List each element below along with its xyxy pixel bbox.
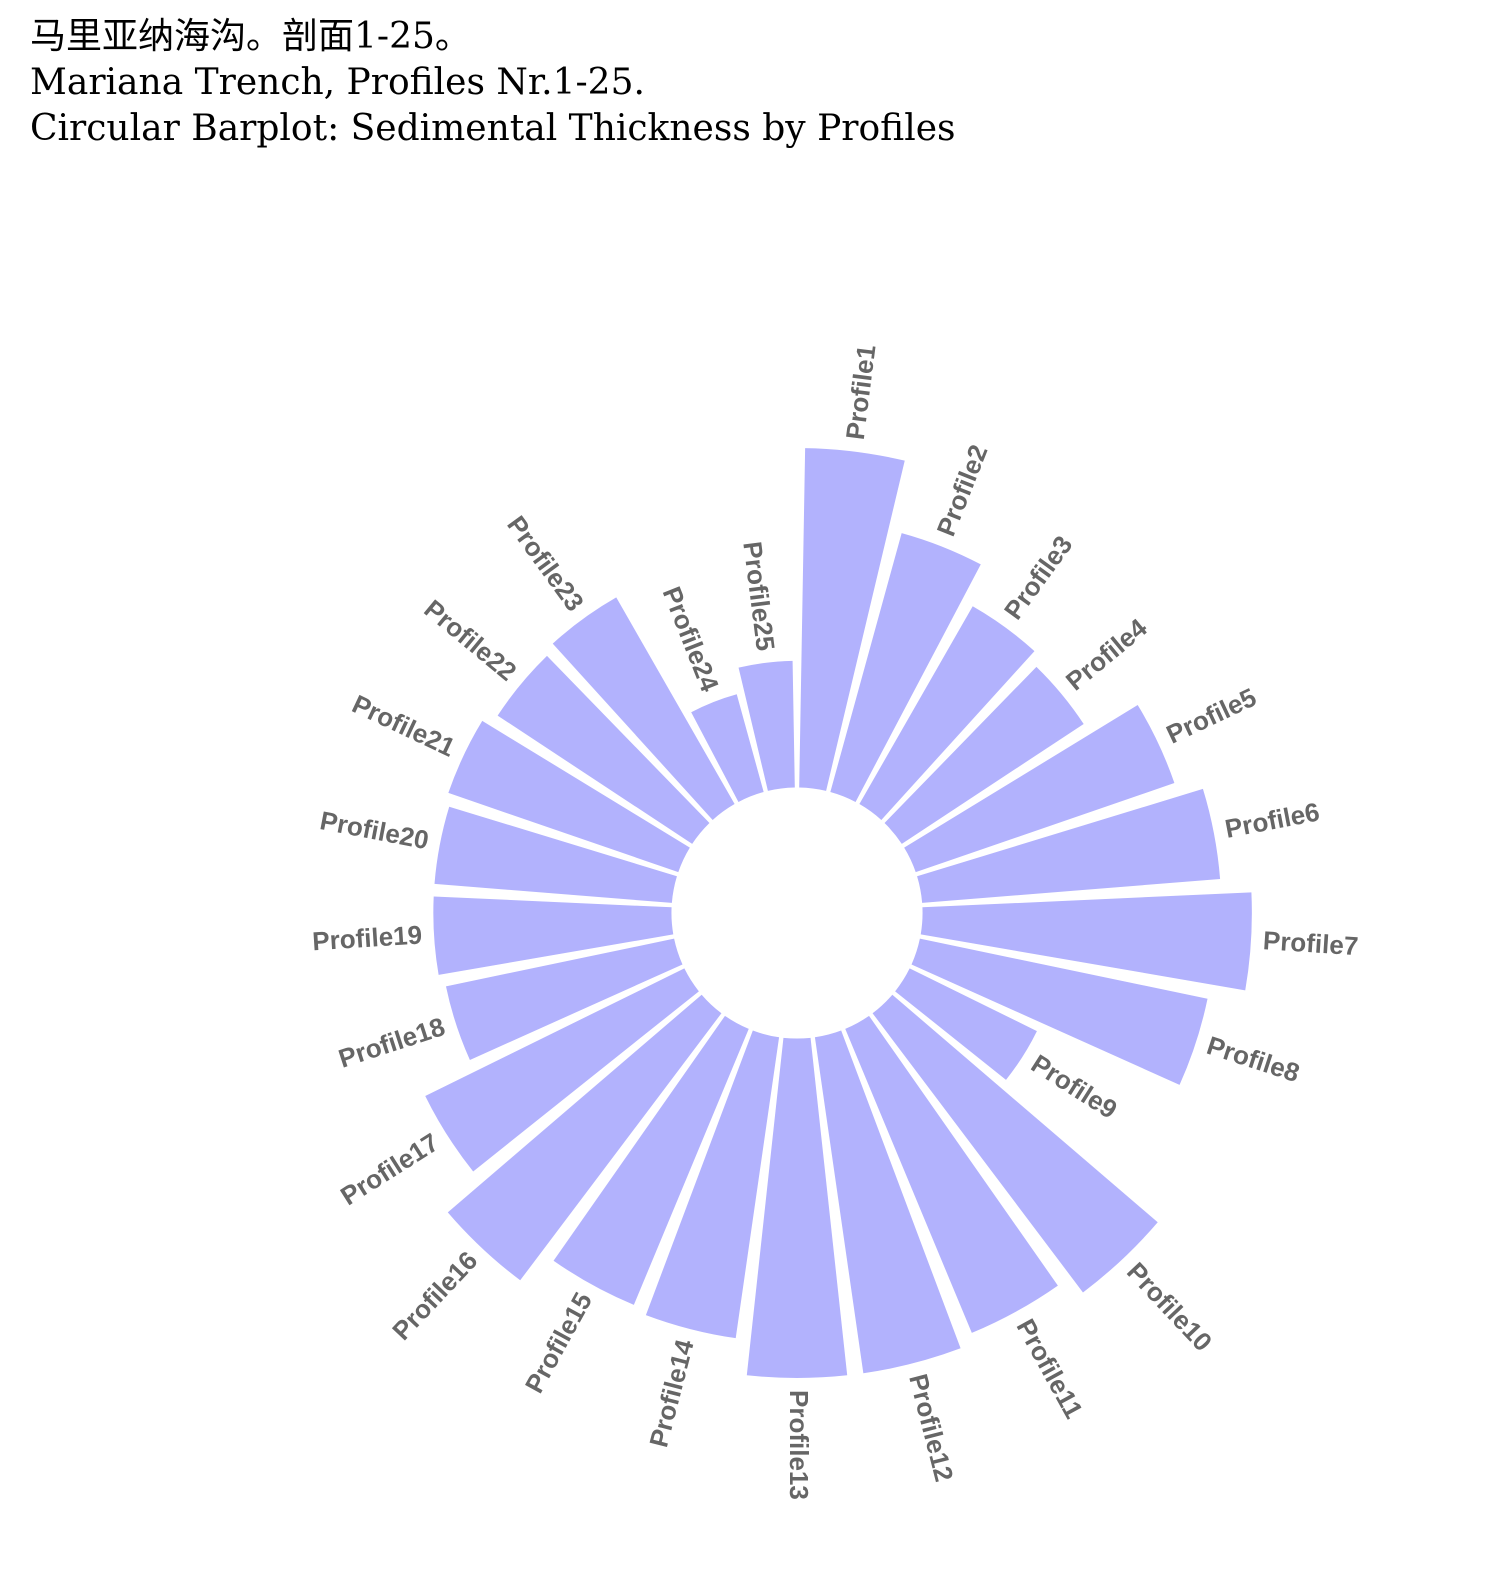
bar-label-profile15: Profile15 <box>519 1287 598 1398</box>
bar-profile14 <box>645 1030 780 1339</box>
bar-profile23 <box>552 597 735 820</box>
bar-profile3 <box>859 606 1035 820</box>
bar-profile8 <box>911 938 1208 1085</box>
bar-profile20 <box>434 806 677 903</box>
bar-profile25 <box>738 660 795 791</box>
bar-profile22 <box>497 655 710 844</box>
bar-profile16 <box>447 994 722 1281</box>
chart-title-block: 马里亚纳海沟。剖面1-25。 Mariana Trench, Profiles … <box>30 14 956 152</box>
bar-label-profile18: Profile18 <box>335 1011 449 1073</box>
bar-label-profile22: Profile22 <box>419 594 523 687</box>
bar-label-profile25: Profile25 <box>737 540 781 653</box>
title-chinese: 马里亚纳海沟。剖面1-25。 <box>30 16 471 57</box>
bar-profile10 <box>872 994 1158 1293</box>
bar-label-profile24: Profile24 <box>657 582 726 696</box>
bar-label-profile3: Profile3 <box>998 530 1078 625</box>
bar-label-profile9: Profile9 <box>1026 1048 1123 1124</box>
bar-label-profile23: Profile23 <box>501 510 590 616</box>
bar-profile18 <box>445 938 683 1060</box>
chart-subtitle: Circular Barplot: Sedimental Thickness b… <box>30 108 956 149</box>
bar-profile7 <box>920 892 1252 991</box>
bar-label-profile8: Profile8 <box>1203 1030 1303 1088</box>
bar-profile15 <box>553 1015 749 1305</box>
bar-label-profile14: Profile14 <box>643 1336 700 1450</box>
bar-label-profile6: Profile6 <box>1223 797 1322 844</box>
bar-profile19 <box>433 896 674 975</box>
bar-profile4 <box>884 666 1084 844</box>
bar-label-profile16: Profile16 <box>386 1245 483 1346</box>
bar-profile12 <box>814 1030 961 1374</box>
bar-label-profile4: Profile4 <box>1060 612 1153 696</box>
bar-label-profile21: Profile21 <box>348 689 460 763</box>
bar-label-profile19: Profile19 <box>311 919 422 956</box>
title-english: Mariana Trench, Profiles Nr.1-25. <box>30 62 645 103</box>
bar-profile17 <box>425 968 699 1172</box>
bar-label-profile1: Profile1 <box>840 343 882 441</box>
bar-profile13 <box>746 1037 848 1379</box>
bar-profile6 <box>917 788 1221 903</box>
bar-profile1 <box>799 448 905 791</box>
bar-profile21 <box>448 720 690 873</box>
bar-label-profile2: Profile2 <box>931 440 994 540</box>
bar-profile11 <box>845 1015 1058 1333</box>
bar-profile24 <box>691 694 764 802</box>
bar-label-profile20: Profile20 <box>318 805 432 855</box>
bar-label-profile13: Profile13 <box>784 1390 814 1500</box>
bar-label-profile7: Profile7 <box>1262 925 1359 961</box>
bar-profile9 <box>895 968 1037 1080</box>
bar-label-profile17: Profile17 <box>335 1127 444 1211</box>
bar-label-profile5: Profile5 <box>1162 682 1261 750</box>
bar-profile5 <box>904 705 1175 873</box>
bar-label-profile11: Profile11 <box>1011 1314 1090 1423</box>
bar-profile2 <box>830 533 981 802</box>
bar-label-profile12: Profile12 <box>903 1371 959 1485</box>
bar-label-profile10: Profile10 <box>1121 1256 1218 1357</box>
bars-group <box>425 448 1252 1379</box>
